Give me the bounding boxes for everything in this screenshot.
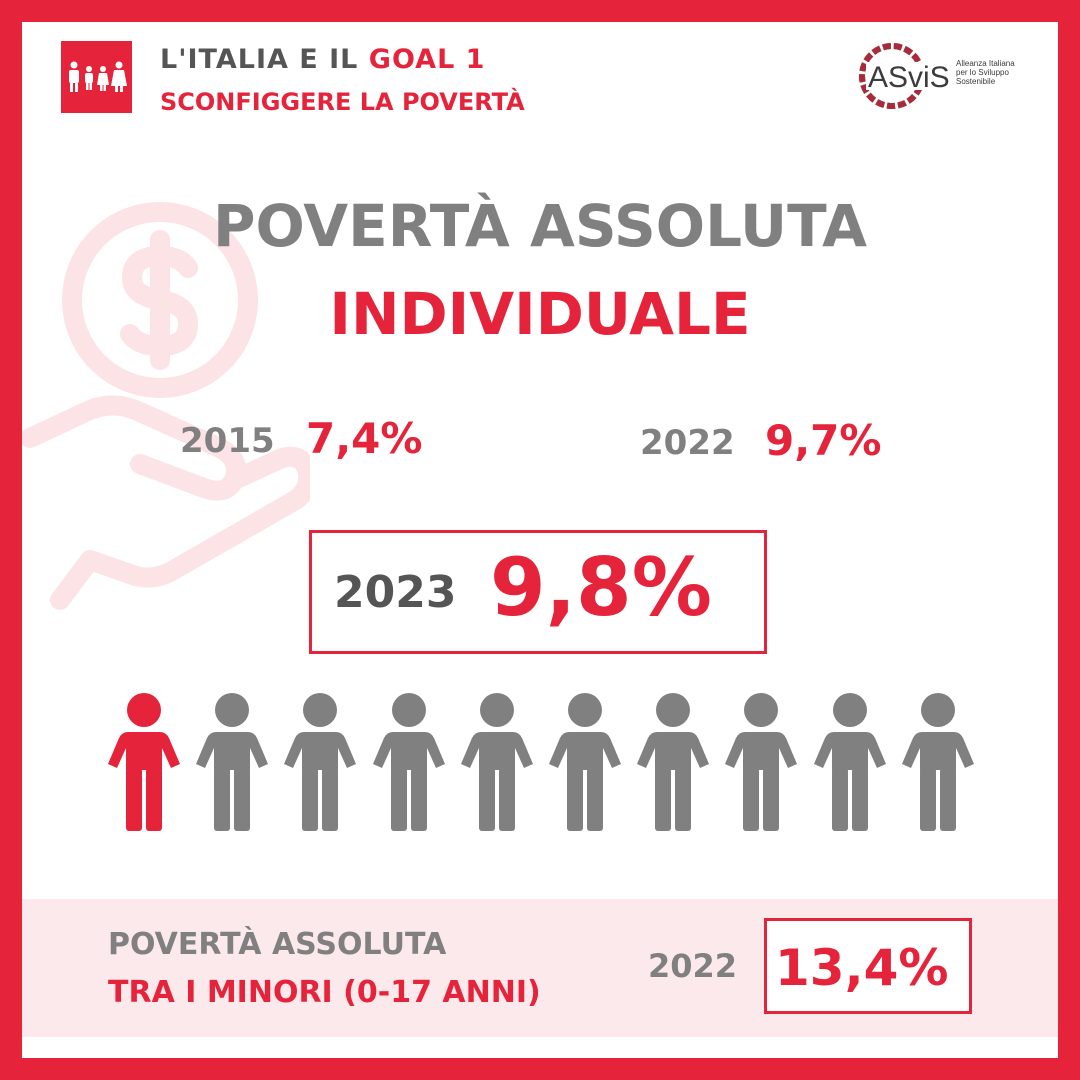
person-icon (372, 693, 445, 831)
minors-title: POVERTÀ ASSOLUTA (108, 927, 447, 962)
main-title: POVERTÀ ASSOLUTA (212, 192, 868, 260)
goal-title: L'ITALIA E IL GOAL 1 (160, 44, 485, 75)
stat-value-2022: 9,7% (765, 416, 882, 465)
person-icon (901, 693, 974, 831)
asvis-logo: ASviS Alleanza Italiana per lo Sviluppo … (859, 43, 1015, 109)
goal-number: GOAL 1 (368, 44, 486, 75)
person-icon (725, 693, 798, 831)
person-icon (196, 693, 269, 831)
svg-text:ASviS: ASviS (868, 61, 950, 94)
hand-coin-icon (20, 202, 310, 610)
goal-subtitle: SCONFIGGERE LA POVERTÀ (160, 88, 525, 116)
stat-value-2015: 7,4% (306, 414, 423, 463)
svg-text:Sostenibile: Sostenibile (956, 77, 996, 86)
person-icon (284, 693, 357, 831)
highlight-year: 2023 (334, 567, 457, 618)
family-icon (69, 61, 127, 92)
minors-year: 2022 (648, 947, 738, 985)
person-icon (108, 693, 180, 831)
person-icon (813, 693, 886, 831)
minors-value-box: 13,4% (764, 918, 972, 1014)
main-subtitle: INDIVIDUALE (329, 280, 751, 348)
person-icon (637, 693, 710, 831)
stat-year-2022: 2022 (640, 423, 735, 463)
minors-subtitle: TRA I MINORI (0-17 ANNI) (108, 975, 541, 1010)
svg-text:Alleanza Italiana: Alleanza Italiana (956, 59, 1015, 68)
person-icon (460, 693, 533, 831)
svg-text:per lo Sviluppo: per lo Sviluppo (956, 68, 1009, 77)
minors-value: 13,4% (775, 939, 949, 997)
highlight-value: 9,8% (490, 541, 712, 634)
goal-1-badge (61, 41, 132, 113)
stat-year-2015: 2015 (180, 421, 275, 461)
goal-title-prefix: L'ITALIA E IL (160, 44, 369, 75)
person-icon (549, 693, 621, 831)
highlight-box: 2023 9,8% (309, 530, 767, 654)
people-pictogram (108, 692, 978, 832)
